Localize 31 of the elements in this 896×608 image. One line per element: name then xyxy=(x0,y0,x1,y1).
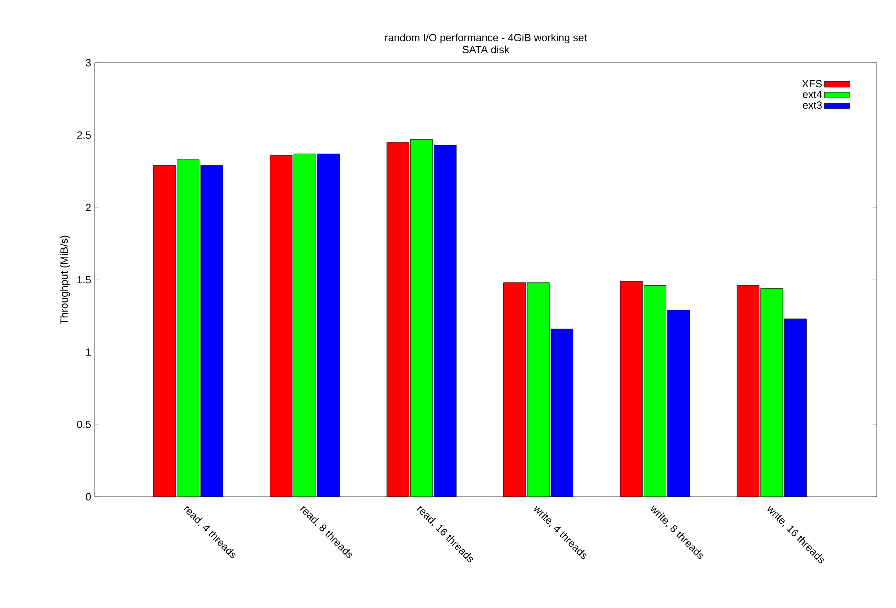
bar xyxy=(317,154,340,497)
bar xyxy=(527,282,550,497)
bar xyxy=(760,288,784,497)
y-tick-label: 1 xyxy=(86,348,91,356)
legend-label: ext3 xyxy=(803,102,822,110)
bar xyxy=(294,154,316,497)
bar xyxy=(270,155,293,497)
bar xyxy=(200,166,224,497)
y-tick-label: 3 xyxy=(86,59,92,67)
bar xyxy=(550,328,574,497)
y-tick-label: 2.5 xyxy=(77,132,92,140)
y-tick-label: 1.5 xyxy=(78,276,92,284)
y-axis-title: Throughput (MiB/s) xyxy=(60,236,70,325)
bar xyxy=(386,142,410,497)
legend-label: ext4 xyxy=(803,91,822,98)
y-tick-label: 0.5 xyxy=(77,420,92,428)
y-tick-label: 2 xyxy=(86,204,91,212)
chart-subtitle: SATA disk xyxy=(462,46,510,54)
bar xyxy=(177,160,200,497)
bar xyxy=(737,286,760,497)
bar xyxy=(620,281,643,497)
bar xyxy=(410,139,434,497)
bar xyxy=(504,282,526,497)
chart-title: random I/O performance - 4GiB working set xyxy=(386,34,588,44)
bar xyxy=(668,310,690,497)
bar xyxy=(784,318,807,497)
bar xyxy=(434,145,457,497)
bar xyxy=(153,166,176,497)
y-tick-label: 0 xyxy=(86,493,92,501)
bar xyxy=(644,286,667,497)
legend-label: XFS xyxy=(802,80,822,88)
